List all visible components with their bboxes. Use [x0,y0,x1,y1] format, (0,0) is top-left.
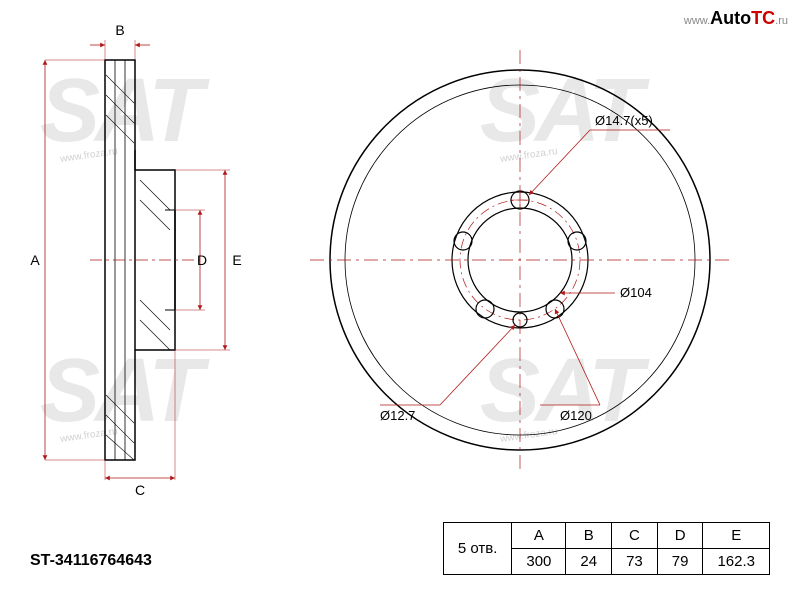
dim-header: A [512,523,566,549]
callout-pcd: Ø120 [560,408,592,423]
dim-label-c: C [135,482,145,498]
dim-label-a: A [30,252,40,268]
front-view: Ø14.7(x5) Ø104 Ø12.7 Ø120 [310,50,730,470]
dim-value: 79 [657,549,703,575]
dim-label-e: E [232,252,241,268]
logo-www: www. [684,15,710,27]
logo-ru: .ru [775,15,788,27]
dim-header: D [657,523,703,549]
holes-count-cell: 5 отв. [443,523,512,575]
dim-header: C [612,523,658,549]
callout-bolt-holes: Ø14.7(x5) [595,113,653,128]
logo-tc: TC [751,8,775,28]
dim-header: E [703,523,770,549]
dim-value: 300 [512,549,566,575]
dim-header: B [566,523,612,549]
callout-hub-bore: Ø104 [620,285,652,300]
dim-label-b: B [115,22,124,38]
part-number: ST-34116764643 [30,552,152,570]
dim-label-d: D [197,252,207,268]
logo-auto: Auto [710,8,751,28]
side-view: A B C D E [30,22,241,498]
dimensions-table: 5 отв. A B C D E 300 24 73 79 162.3 [443,522,770,575]
callout-pin-hole: Ø12.7 [380,408,415,423]
technical-drawing: A B C D E [0,0,800,600]
dim-value: 162.3 [703,549,770,575]
dim-value: 73 [612,549,658,575]
site-logo: www.AutoTC.ru [684,8,788,29]
dim-value: 24 [566,549,612,575]
